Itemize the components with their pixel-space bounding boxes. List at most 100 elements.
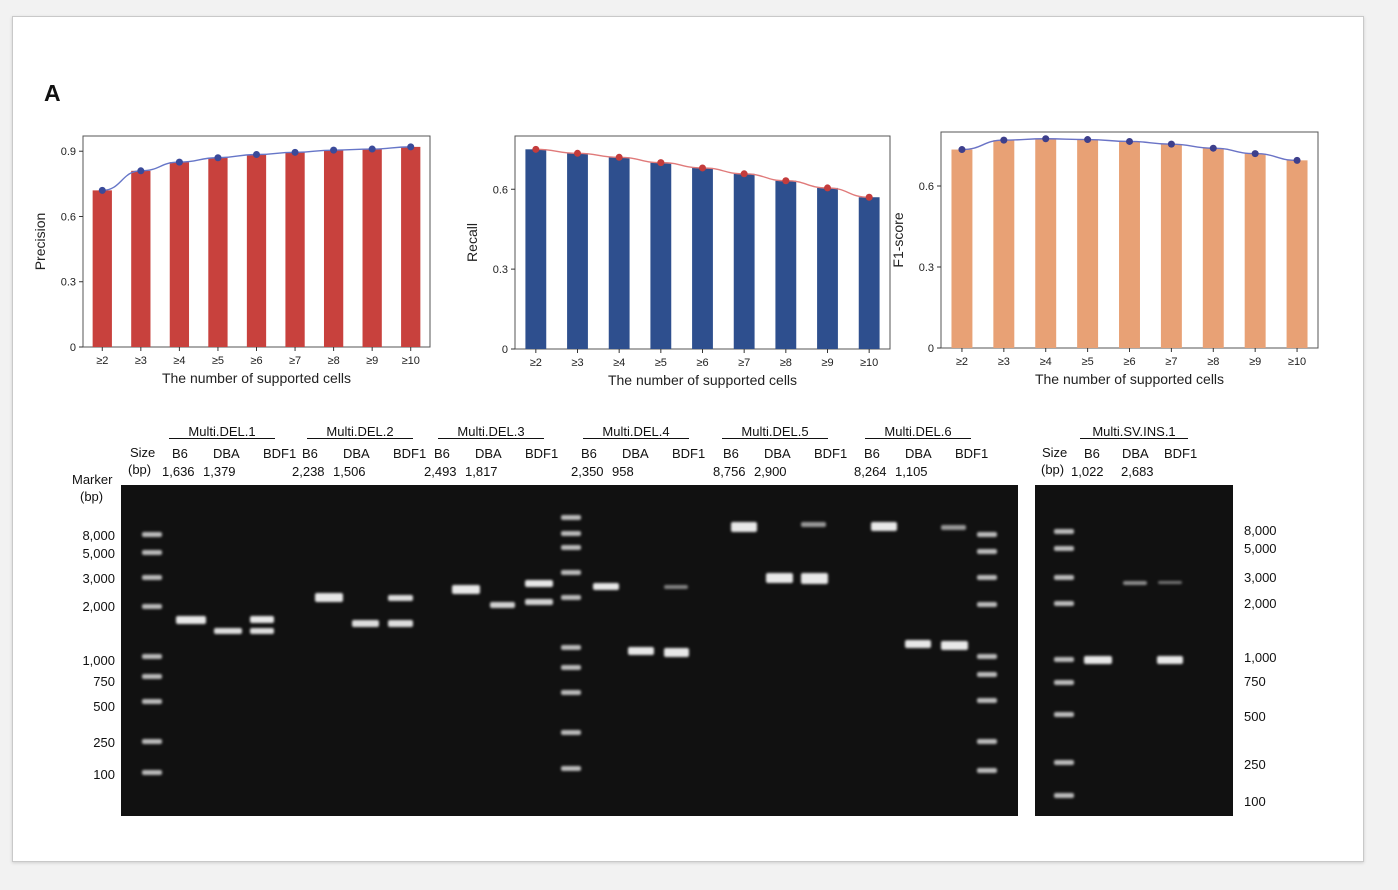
gel-group-underline bbox=[169, 438, 275, 439]
gel-group-title: Multi.DEL.6 bbox=[884, 424, 952, 439]
lane-label: DBA bbox=[343, 446, 370, 461]
x-tick-label: ≥7 bbox=[289, 355, 301, 367]
y-axis-label: Recall bbox=[464, 223, 480, 262]
data-point bbox=[253, 150, 260, 158]
x-axis-label: The number of supported cells bbox=[608, 372, 797, 388]
y-tick-label: 0.3 bbox=[493, 264, 508, 276]
bar bbox=[208, 157, 228, 347]
expected-size: 2,493 bbox=[424, 464, 457, 479]
gel-group-underline bbox=[307, 438, 413, 439]
marker-bp-label: (bp) bbox=[80, 489, 104, 504]
x-tick-label: ≥8 bbox=[328, 355, 340, 367]
data-point bbox=[1084, 136, 1092, 144]
data-point bbox=[175, 158, 183, 166]
gel-group-title: Multi.DEL.3 bbox=[457, 424, 525, 439]
bar bbox=[817, 187, 838, 349]
x-tick-label: ≥6 bbox=[696, 357, 708, 369]
marker-size-label: 8,000 bbox=[1244, 523, 1277, 538]
bar bbox=[951, 149, 973, 348]
bar bbox=[993, 140, 1015, 348]
marker-size-label: 5,000 bbox=[1244, 541, 1277, 556]
lane-label: DBA bbox=[475, 446, 502, 461]
y-tick-label: 0.6 bbox=[61, 211, 76, 223]
bar bbox=[1244, 153, 1266, 348]
bar bbox=[285, 152, 305, 347]
data-point bbox=[782, 177, 790, 185]
lane-label: B6 bbox=[1084, 446, 1100, 461]
bar bbox=[1160, 144, 1182, 348]
bar bbox=[733, 173, 755, 349]
bar bbox=[1202, 148, 1224, 348]
x-axis-label: The number of supported cells bbox=[1035, 371, 1224, 387]
y-tick-label: 0.6 bbox=[493, 184, 508, 196]
expected-size: 958 bbox=[612, 464, 634, 479]
data-point bbox=[368, 145, 376, 153]
bar bbox=[401, 146, 421, 347]
x-tick-label: ≥9 bbox=[366, 355, 378, 367]
lane-label: B6 bbox=[172, 446, 188, 461]
bar bbox=[169, 162, 190, 347]
bar bbox=[1119, 141, 1140, 348]
gel-group-underline bbox=[583, 438, 689, 439]
lane-label: BDF1 bbox=[672, 446, 706, 461]
bar bbox=[1035, 138, 1057, 348]
gel-group-title: Multi.DEL.4 bbox=[602, 424, 670, 439]
marker-size-label: 5,000 bbox=[82, 546, 115, 561]
data-point bbox=[824, 184, 831, 192]
expected-size: 2,238 bbox=[292, 464, 325, 479]
expected-size: 1,636 bbox=[162, 464, 195, 479]
marker-size-label: 250 bbox=[1244, 757, 1266, 772]
size-label: Size bbox=[1042, 445, 1068, 460]
x-tick-label: ≥9 bbox=[1249, 356, 1261, 368]
size-label: Size bbox=[130, 445, 156, 460]
y-tick-label: 0 bbox=[928, 343, 934, 355]
size-bp-label: (bp) bbox=[128, 462, 152, 477]
precision-chart: ≥2 ≥3 ≥4 ≥5 ≥6 ≥7 ≥8 ≥9 ≥10 0 0.3 0.6 0.9 The number … bbox=[32, 135, 431, 386]
bar bbox=[608, 157, 630, 349]
marker-size-label: 1,000 bbox=[82, 653, 115, 668]
x-tick-label: ≥10 bbox=[1288, 356, 1306, 368]
expected-size: 2,900 bbox=[754, 464, 787, 479]
data-point bbox=[1167, 140, 1175, 148]
gel-group-title: Multi.DEL.1 bbox=[188, 424, 256, 439]
bar bbox=[362, 149, 382, 347]
x-tick-label: ≥7 bbox=[738, 357, 750, 369]
x-tick-label: ≥3 bbox=[998, 356, 1010, 368]
marker-size-label: 250 bbox=[93, 735, 115, 750]
expected-size: 1,817 bbox=[465, 464, 498, 479]
y-tick-label: 0.3 bbox=[919, 262, 934, 274]
gel-group-underline bbox=[722, 438, 828, 439]
gel-group-underline bbox=[1080, 438, 1188, 439]
x-tick-label: ≥4 bbox=[1040, 356, 1052, 368]
expected-size: 1,379 bbox=[203, 464, 236, 479]
expected-size: 2,350 bbox=[571, 464, 604, 479]
bar bbox=[567, 153, 588, 349]
size-bp-label: (bp) bbox=[1041, 462, 1065, 477]
bar bbox=[775, 180, 797, 349]
expected-size: 2,683 bbox=[1121, 464, 1154, 479]
gel-group-title: Multi.SV.INS.1 bbox=[1092, 424, 1176, 439]
data-point bbox=[865, 193, 873, 201]
data-point bbox=[699, 164, 706, 172]
marker-size-label: 2,000 bbox=[1244, 596, 1277, 611]
data-point bbox=[1000, 136, 1008, 144]
data-point bbox=[1293, 156, 1301, 164]
marker-size-label: 500 bbox=[1244, 709, 1266, 724]
data-point bbox=[291, 148, 299, 156]
data-point bbox=[958, 146, 966, 154]
gel-image-main bbox=[121, 485, 1018, 816]
gel-group-underline bbox=[438, 438, 544, 439]
data-point bbox=[137, 167, 145, 175]
lane-label: B6 bbox=[864, 446, 880, 461]
x-tick-label: ≥3 bbox=[571, 357, 583, 369]
expected-size: 8,264 bbox=[854, 464, 887, 479]
x-tick-label: ≥8 bbox=[780, 357, 792, 369]
gel-group-title: Multi.DEL.5 bbox=[741, 424, 809, 439]
data-point bbox=[407, 143, 415, 151]
marker-label: Marker bbox=[72, 472, 113, 487]
y-tick-label: 0 bbox=[502, 344, 508, 356]
marker-size-label: 500 bbox=[93, 699, 115, 714]
marker-size-label: 1,000 bbox=[1244, 650, 1277, 665]
data-point bbox=[532, 145, 540, 153]
bar bbox=[858, 197, 880, 349]
